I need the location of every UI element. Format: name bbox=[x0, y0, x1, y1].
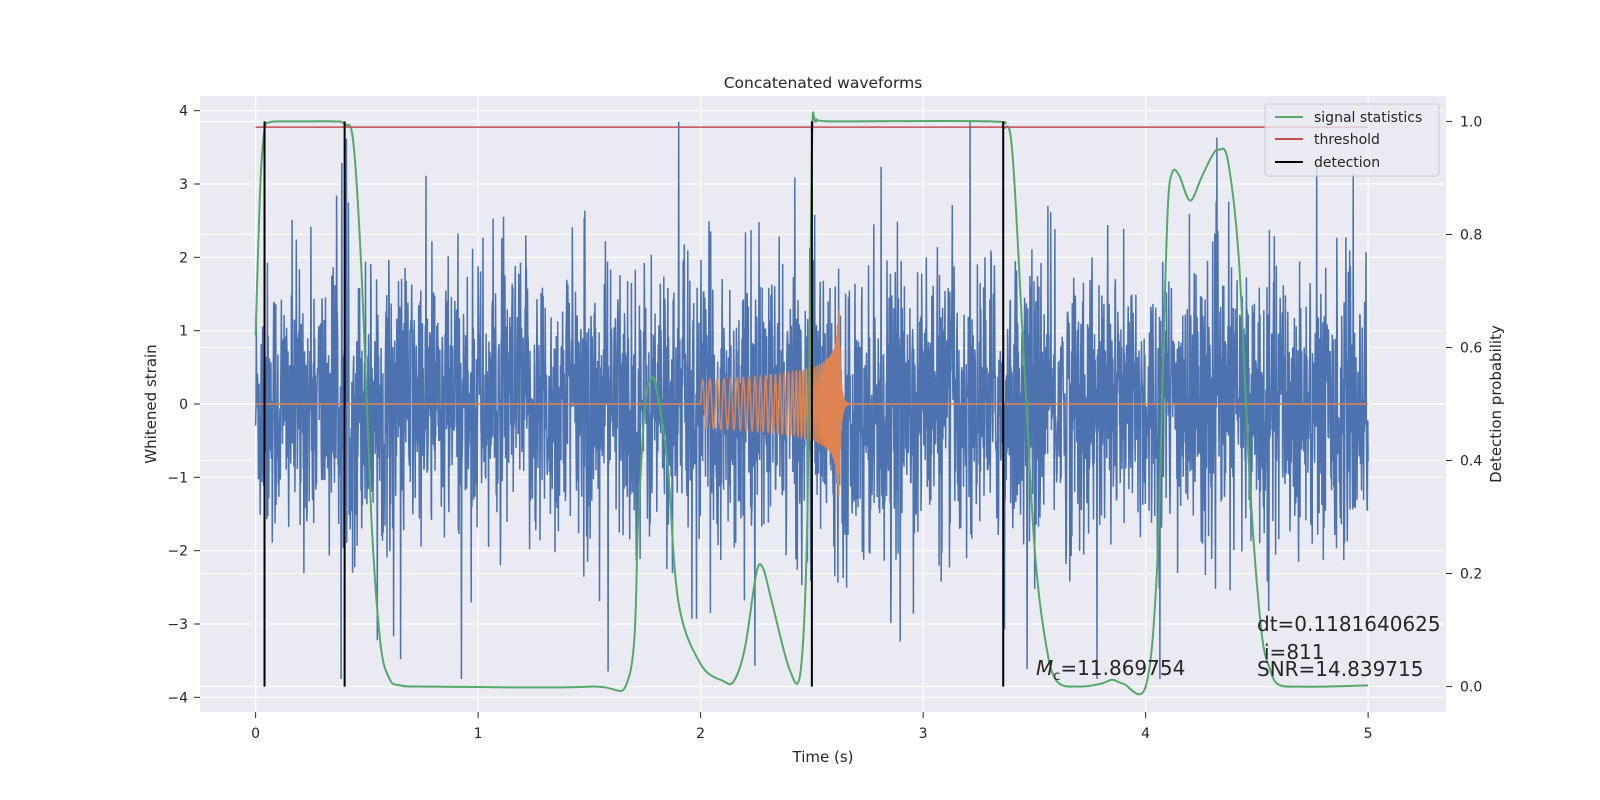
annotation-snr: SNR=14.839715 bbox=[1257, 657, 1423, 681]
chart-title: Concatenated waveforms bbox=[724, 74, 923, 92]
series-signal-statistics bbox=[254, 111, 1369, 696]
y2-axis-ticks: 0.0 0.2 0.4 0.6 0.8 1.0 bbox=[1446, 114, 1482, 696]
annotation-mc-value: =11.869754 bbox=[1060, 656, 1185, 680]
y-axis-label: Whitened strain bbox=[142, 344, 160, 463]
legend-box bbox=[1264, 103, 1440, 177]
y-tick-label: 3 bbox=[179, 177, 188, 193]
legend: signal statistics threshold detection bbox=[1264, 103, 1440, 177]
y2-tick-label: 1.0 bbox=[1460, 114, 1482, 130]
x-axis-label: Time (s) bbox=[792, 748, 854, 766]
y-axis-ticks: −4 −3 −2 −1 0 1 2 3 4 bbox=[167, 104, 200, 706]
annotation-index: i=811 bbox=[1264, 640, 1325, 664]
y2-tick-label: 0.0 bbox=[1460, 680, 1482, 696]
y-tick-label: 0 bbox=[179, 397, 188, 413]
x-tick-label: 5 bbox=[1364, 726, 1373, 742]
y-tick-label: 1 bbox=[179, 324, 188, 340]
legend-label-signal-statistics: signal statistics bbox=[1314, 110, 1422, 126]
y2-tick-label: 0.2 bbox=[1460, 567, 1482, 583]
x-tick-label: 1 bbox=[474, 726, 483, 742]
y2-tick-label: 0.4 bbox=[1460, 454, 1482, 470]
x-tick-label: 3 bbox=[919, 726, 928, 742]
legend-label-detection: detection bbox=[1314, 155, 1380, 171]
svg-text:Mc=11.869754: Mc=11.869754 bbox=[1036, 656, 1185, 684]
x-tick-label: 2 bbox=[696, 726, 705, 742]
x-axis-ticks: 0 1 2 3 4 5 bbox=[251, 712, 1373, 742]
legend-label-threshold: threshold bbox=[1314, 132, 1380, 148]
y-tick-label: −3 bbox=[167, 617, 188, 633]
y-tick-label: −1 bbox=[167, 470, 188, 486]
y2-axis-label: Detection probability bbox=[1487, 325, 1505, 483]
annotation-chirp-mass: Mc=11.869754 bbox=[1036, 656, 1185, 684]
x-tick-label: 0 bbox=[251, 726, 260, 742]
y-tick-label: 2 bbox=[179, 250, 188, 266]
annotation-mc-symbol: M bbox=[1036, 656, 1053, 680]
y-tick-label: −2 bbox=[167, 544, 188, 560]
y-tick-label: 4 bbox=[179, 104, 188, 120]
annotation-dt: dt=0.1181640625 bbox=[1257, 612, 1441, 636]
y-tick-label: −4 bbox=[167, 690, 188, 706]
y2-tick-label: 0.8 bbox=[1460, 227, 1482, 243]
y2-tick-label: 0.6 bbox=[1460, 340, 1482, 356]
annotation-mc-subscript: c bbox=[1053, 669, 1060, 684]
detection-lines bbox=[263, 121, 1005, 687]
x-tick-label: 4 bbox=[1141, 726, 1150, 742]
